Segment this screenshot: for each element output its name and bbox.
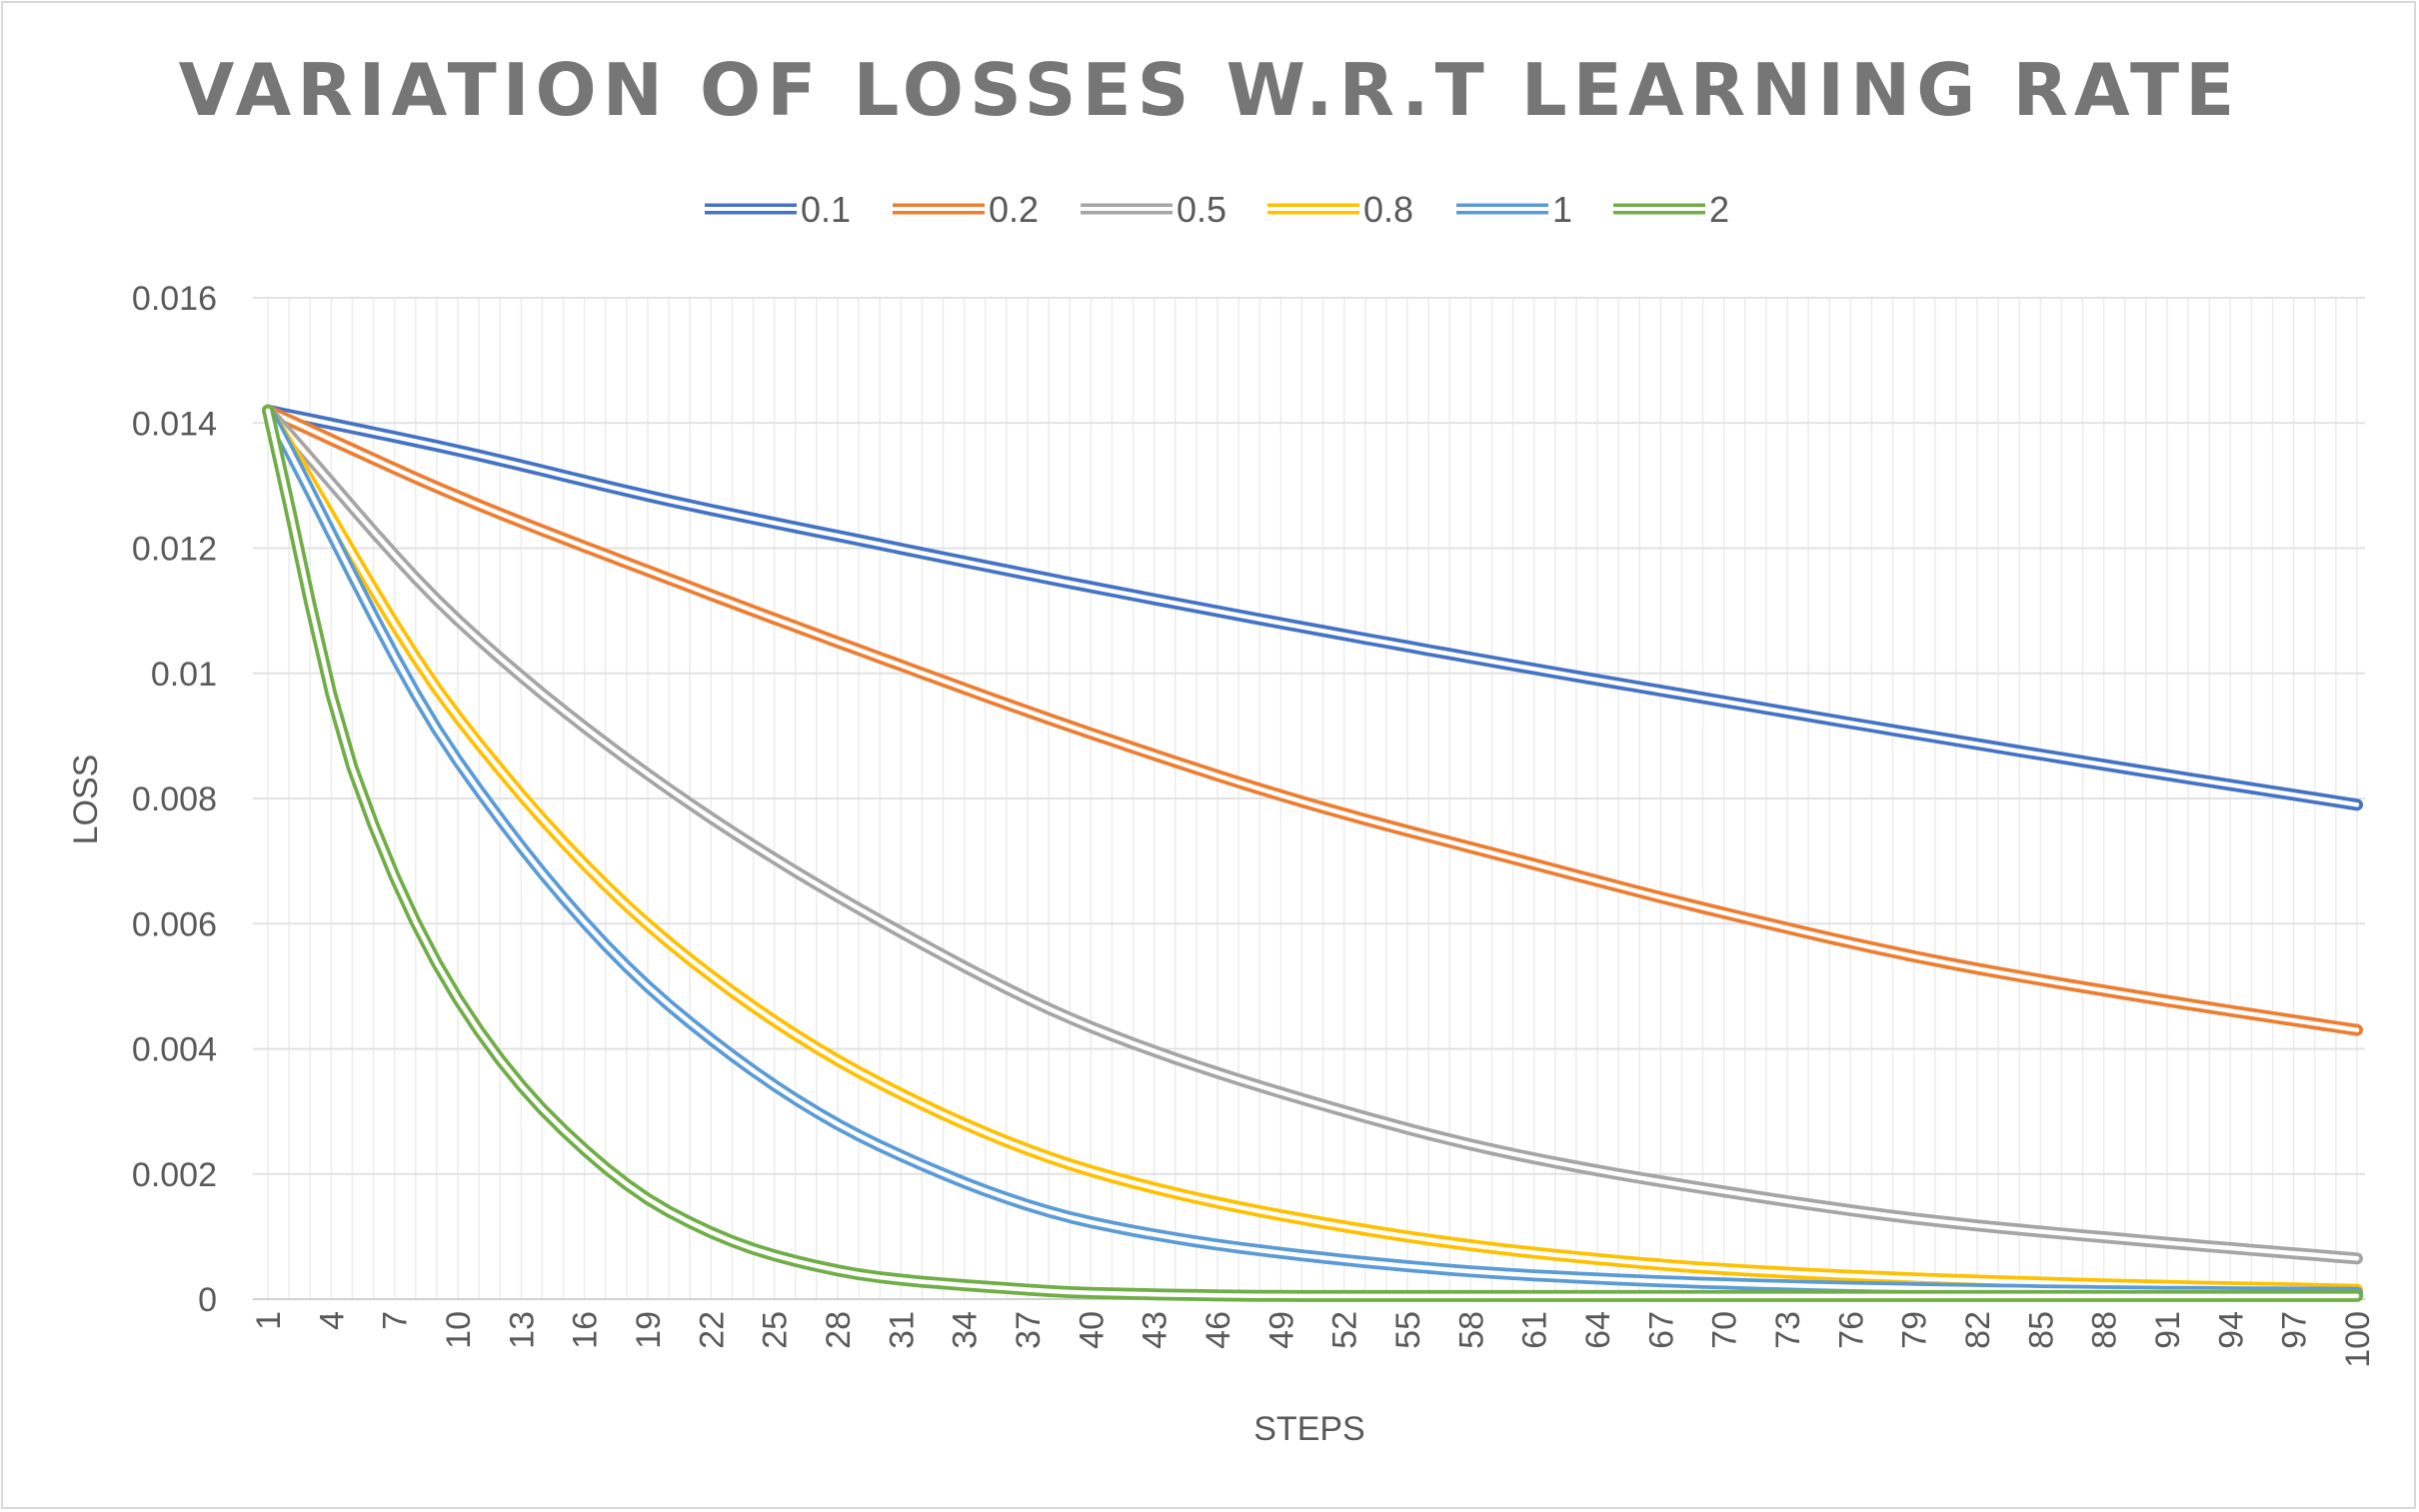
series-line-1 xyxy=(262,404,2363,1299)
x-tick-label: 67 xyxy=(1642,1311,1680,1349)
legend-item-0.5: 0.5 xyxy=(1081,189,1226,230)
series-line-inner xyxy=(265,408,2360,1292)
legend-item-0.8: 0.8 xyxy=(1267,189,1413,230)
x-tick-label: 79 xyxy=(1896,1311,1934,1349)
series-line-inner xyxy=(265,408,2360,1261)
x-tick-label: 19 xyxy=(630,1311,668,1349)
x-tick-label: 49 xyxy=(1262,1311,1300,1349)
x-tick-label: 40 xyxy=(1073,1311,1111,1349)
x-tick-label: 55 xyxy=(1389,1311,1427,1349)
series-line-outer xyxy=(262,404,2363,1265)
y-tick-label: 0.016 xyxy=(132,280,217,318)
y-axis-title: LOSS xyxy=(67,755,105,845)
x-tick-label: 58 xyxy=(1452,1311,1490,1349)
x-tick-label: 7 xyxy=(377,1311,415,1330)
x-tick-label: 52 xyxy=(1326,1311,1364,1349)
y-tick-label: 0.008 xyxy=(132,780,217,818)
x-tick-label: 100 xyxy=(2339,1311,2377,1368)
legend-item-0.2: 0.2 xyxy=(893,189,1039,230)
legend-label: 0.8 xyxy=(1363,189,1413,230)
series-line-2 xyxy=(262,404,2363,1302)
x-tick-label: 31 xyxy=(883,1311,921,1349)
x-tick-label: 64 xyxy=(1579,1311,1617,1349)
y-tick-label: 0.012 xyxy=(132,531,217,569)
legend-item-0.1: 0.1 xyxy=(705,189,851,230)
x-tick-label: 4 xyxy=(313,1311,351,1330)
x-tick-label: 25 xyxy=(757,1311,795,1349)
series-line-outer xyxy=(262,404,2363,811)
x-tick-label: 76 xyxy=(1832,1311,1870,1349)
legend-label: 2 xyxy=(1709,189,1729,230)
series-line-0.8 xyxy=(262,404,2363,1296)
y-tick-label: 0.014 xyxy=(132,405,217,443)
grid-lines xyxy=(253,297,2365,1300)
y-tick-label: 0.006 xyxy=(132,905,217,943)
series-line-0.5 xyxy=(262,404,2363,1265)
x-tick-label: 10 xyxy=(440,1311,478,1349)
legend-item-1: 1 xyxy=(1456,189,1572,230)
y-tick-label: 0.004 xyxy=(132,1031,217,1069)
x-tick-label: 91 xyxy=(2149,1311,2187,1349)
y-tick-label: 0.01 xyxy=(151,656,217,694)
series-line-inner xyxy=(265,408,2360,1299)
y-axis: 0 0.002 0.004 0.006 0.008 0.01 0.012 0.014 0.016 xyxy=(132,280,217,1319)
x-tick-label: 37 xyxy=(1010,1311,1048,1349)
x-tick-label: 13 xyxy=(503,1311,541,1349)
x-tick-label: 88 xyxy=(2086,1311,2124,1349)
x-tick-label: 94 xyxy=(2212,1311,2250,1349)
series-line-0.1 xyxy=(262,404,2363,811)
legend-item-2: 2 xyxy=(1613,189,1729,230)
chart-title: VARIATION OF LOSSES W.R.T LEARNING RATE xyxy=(179,48,2241,132)
x-axis: 1 4 7 10 13 16 19 22 25 28 31 34 37 40 43 46 49 52 55 58 61 6… xyxy=(250,1311,2377,1368)
y-tick-label: 0 xyxy=(198,1281,217,1319)
x-tick-label: 61 xyxy=(1516,1311,1554,1349)
x-tick-label: 97 xyxy=(2276,1311,2314,1349)
x-tick-label: 16 xyxy=(567,1311,605,1349)
y-tick-label: 0.002 xyxy=(132,1156,217,1194)
x-tick-label: 43 xyxy=(1137,1311,1175,1349)
series-line-inner xyxy=(265,408,2360,1032)
x-tick-label: 34 xyxy=(947,1311,985,1349)
chart-legend: 0.1 0.2 0.5 0.8 1 2 xyxy=(705,189,1729,230)
x-tick-label: 22 xyxy=(693,1311,731,1349)
series-line-inner xyxy=(265,408,2360,1295)
x-tick-label: 1 xyxy=(250,1311,288,1330)
x-tick-label: 85 xyxy=(2022,1311,2060,1349)
x-tick-label: 70 xyxy=(1706,1311,1744,1349)
x-tick-label: 46 xyxy=(1200,1311,1237,1349)
series-lines xyxy=(262,404,2363,1302)
legend-label: 0.1 xyxy=(801,189,851,230)
series-line-0.2 xyxy=(262,404,2363,1036)
legend-label: 0.2 xyxy=(989,189,1039,230)
legend-label: 1 xyxy=(1552,189,1572,230)
x-tick-label: 28 xyxy=(820,1311,858,1349)
x-tick-label: 82 xyxy=(1959,1311,1997,1349)
x-tick-label: 73 xyxy=(1769,1311,1807,1349)
series-line-inner xyxy=(265,408,2360,807)
legend-label: 0.5 xyxy=(1177,189,1226,230)
x-axis-title: STEPS xyxy=(1253,1410,1364,1448)
